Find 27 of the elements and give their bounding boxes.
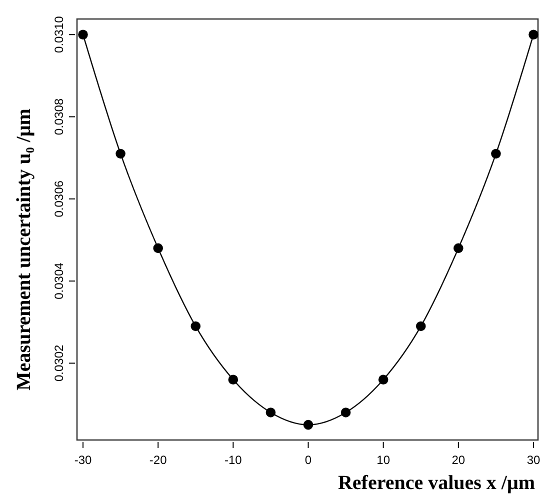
x-tick-label: 20 — [452, 453, 466, 468]
y-tick-label: 0.0308 — [52, 98, 66, 136]
y-tick-label: 0.0310 — [52, 16, 66, 53]
point — [116, 148, 126, 159]
point — [228, 374, 238, 384]
point — [454, 243, 464, 254]
y-tick-label: 0.0302 — [52, 344, 66, 382]
x-tick-label: -20 — [149, 453, 168, 468]
point — [78, 30, 88, 40]
x-tick-label: 0 — [304, 453, 312, 468]
point — [491, 148, 501, 159]
point — [303, 420, 314, 430]
y-tick-label: 0.0304 — [52, 262, 66, 300]
point — [153, 243, 163, 254]
point — [190, 321, 201, 332]
point — [416, 321, 426, 332]
y-tick-label: 0.0306 — [52, 180, 66, 218]
point — [528, 30, 538, 40]
y-axis-title: Measurement uncertainty u₀ /μm — [13, 108, 35, 390]
point — [378, 374, 388, 384]
x-tick-label: 10 — [376, 453, 390, 468]
x-tick-label: -30 — [74, 453, 92, 468]
x-axis-title: Reference values x /μm — [338, 472, 536, 494]
x-tick-label: -10 — [224, 453, 242, 468]
point — [266, 408, 276, 418]
point — [340, 408, 351, 418]
x-tick-label: 30 — [526, 453, 540, 468]
